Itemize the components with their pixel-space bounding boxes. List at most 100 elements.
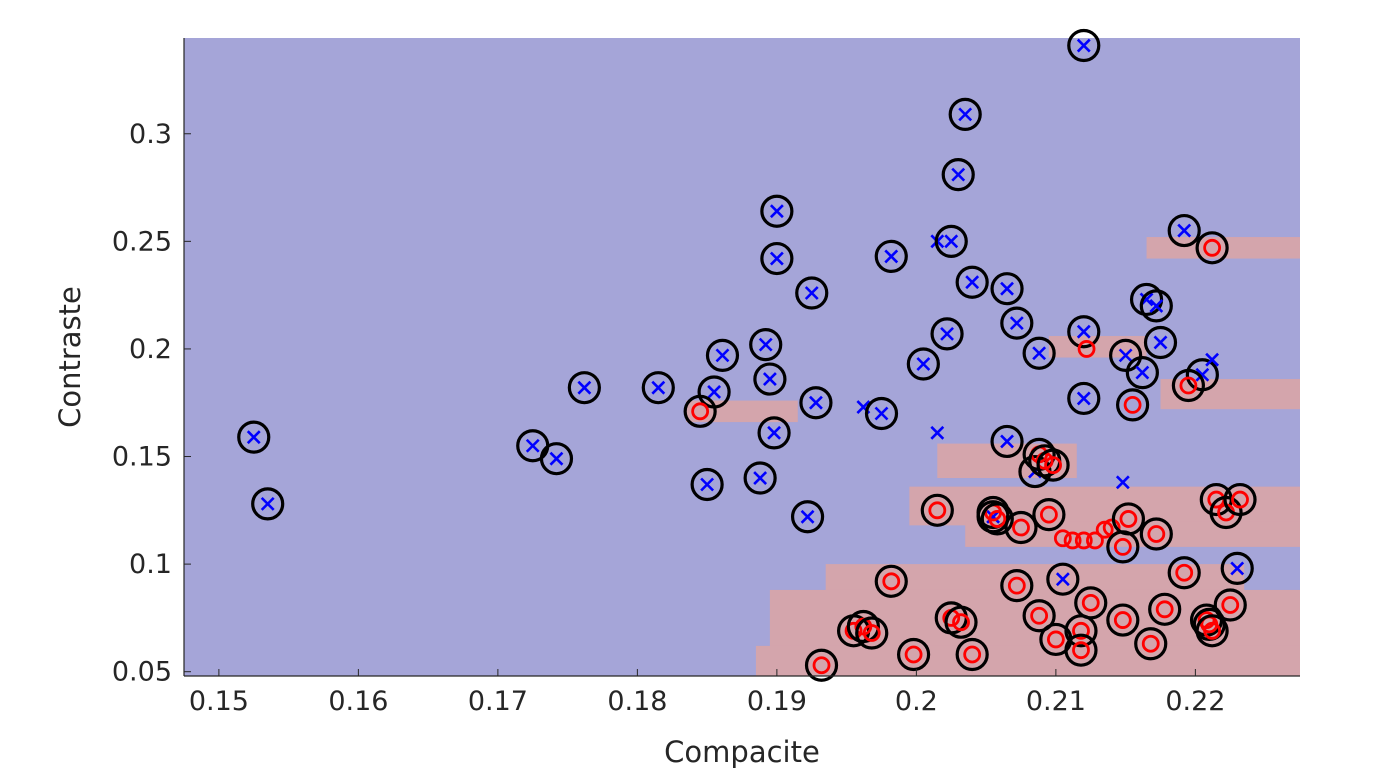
y-tick-label: 0.15 [112,442,172,473]
point-x-24 [930,317,964,351]
support-vector-circle [1036,448,1070,482]
o-marker [1074,531,1093,550]
point-x-13 [760,194,794,228]
support-vector-circle [1115,388,1150,422]
support-vector-circle [1223,482,1257,517]
support-vector-circle [760,194,794,228]
o-marker [1007,576,1026,595]
point-x-32 [1000,306,1034,340]
support-vector-circle [1067,28,1101,63]
x-marker [1205,352,1220,367]
support-vector-circle [1171,368,1206,403]
support-vector-circle [874,564,908,598]
point-o-6 [896,637,931,672]
x-marker [715,348,730,363]
x-marker [951,167,966,182]
point-x-41 [1125,356,1159,390]
o-marker [1119,510,1138,528]
point-x-15 [790,500,825,534]
x-marker [762,372,777,386]
x-marker [809,395,823,410]
point-x-44 [1143,325,1178,360]
support-vector-circle [976,495,1010,530]
point-o-27 [1086,531,1104,550]
o-marker [1072,641,1090,660]
o-marker [1113,611,1132,629]
support-vector-circle [990,424,1024,459]
support-vector-circle [705,338,740,372]
x-marker [884,249,899,264]
x-tick-label: 0.17 [468,686,528,717]
point-x-16 [795,276,829,310]
x-marker [1000,434,1014,449]
y-tick-label: 0.2 [129,334,172,365]
point-x-39 [1115,475,1130,490]
x-marker [1076,391,1091,406]
support-vector-circle [641,371,675,405]
o-marker [1231,490,1249,509]
x-marker [525,438,540,453]
point-x-47 [1205,352,1220,367]
support-vector-circle [753,362,787,396]
y-tick-label: 0.25 [112,226,172,257]
x-marker [1195,367,1210,382]
point-o-1 [804,648,839,682]
o-marker [882,572,901,591]
x-tick-label: 0.22 [1165,686,1225,717]
point-o-42 [1195,614,1229,648]
x-marker [940,326,954,341]
point-x-23 [930,425,945,440]
point-o-7 [920,493,954,527]
x-marker [1076,38,1091,53]
support-vector-circle [1064,633,1098,667]
point-x-20 [874,239,908,274]
support-vector-circle [941,158,975,192]
point-o-26 [1077,340,1096,358]
o-marker [963,645,982,664]
o-marker [1072,621,1090,640]
support-vector-circle [934,224,968,258]
point-x-35 [1046,562,1080,596]
x-marker [707,385,722,399]
point-x-10 [749,328,783,362]
point-x-37 [1067,315,1101,349]
o-marker [1123,395,1142,414]
support-vector-circle [539,442,574,476]
point-o-25 [1074,531,1093,550]
x-marker [549,451,564,466]
point-o-4 [855,616,889,650]
support-vector-circle [874,239,908,274]
point-o-39 [1171,368,1206,403]
x-marker [1230,561,1245,576]
point-o-46 [1213,588,1247,622]
decision-region-0 [1146,237,1300,259]
o-marker [1044,456,1062,475]
support-vector-circle [1046,562,1080,596]
o-marker [988,510,1007,528]
support-vector-circle [1067,381,1101,416]
x-marker [1118,348,1133,363]
x-marker [260,496,275,511]
support-vector-circle [804,648,839,682]
support-vector-circle [795,276,829,310]
o-marker [1040,505,1058,524]
x-marker [577,380,592,395]
point-x-21 [906,347,940,381]
o-marker [1086,531,1104,550]
x-marker [769,251,784,266]
x-marker [1009,316,1024,331]
point-o-32 [1106,603,1140,637]
o-marker [1203,238,1222,257]
point-x-40 [1109,338,1143,372]
support-vector-circle [1004,510,1038,545]
support-vector-circle [799,386,833,420]
point-o-0 [683,394,717,428]
x-marker [1135,365,1150,380]
support-vector-circle [944,605,978,639]
support-vector-circle [930,317,964,351]
x-marker [758,337,773,352]
point-x-6 [690,467,724,502]
point-o-38 [1167,556,1201,590]
support-vector-circle [690,467,724,502]
x-marker [965,275,980,290]
